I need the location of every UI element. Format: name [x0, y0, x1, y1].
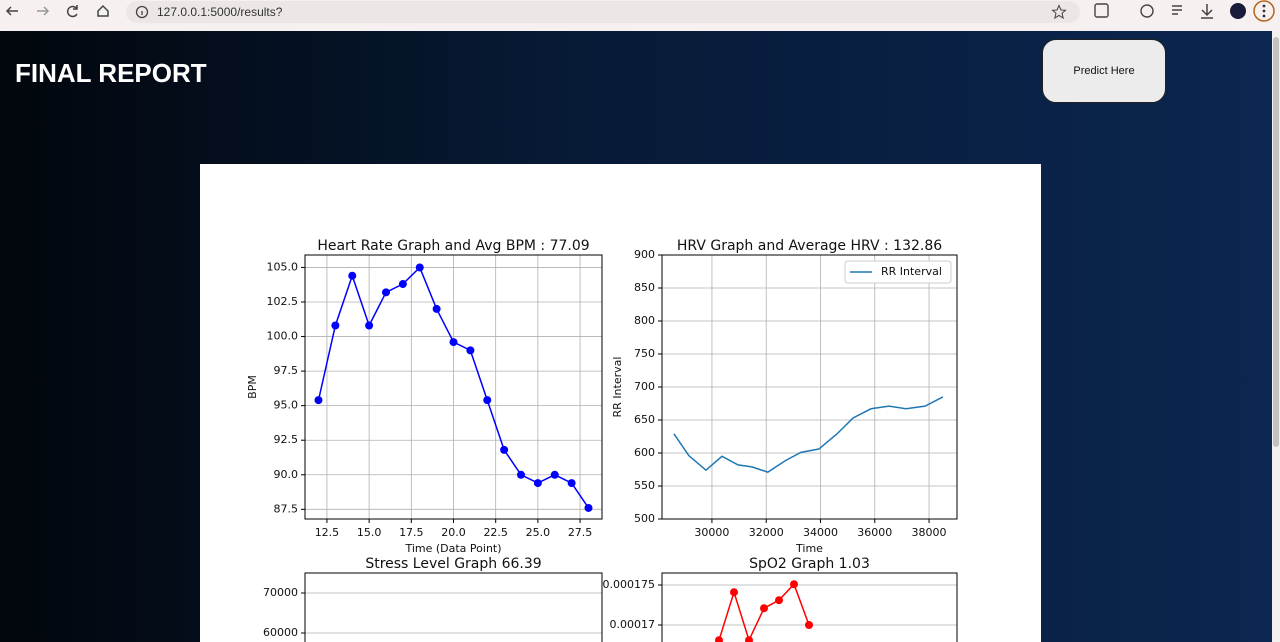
legend-box: [844, 260, 952, 284]
predict-button[interactable]: Predict Here: [1042, 39, 1166, 103]
data-point: [382, 288, 390, 297]
image-background: [200, 164, 1041, 642]
x-tick-label: 27.5: [568, 526, 593, 539]
chart-title: HRV Graph and Average HRV : 132.86: [677, 238, 942, 254]
chart-title: SpO2 Graph 1.03: [749, 556, 870, 572]
data-point: [550, 470, 559, 479]
extensions-button[interactable]: [1094, 3, 1109, 18]
plot-frame: [661, 572, 958, 642]
scrollbar[interactable]: [1272, 31, 1280, 642]
x-tick-label: 17.5: [399, 526, 424, 539]
legend-label: RR Interval: [881, 265, 942, 278]
profile-avatar[interactable]: [1230, 3, 1246, 19]
data-point: [715, 636, 723, 642]
x-tick-label: 34000: [803, 526, 838, 539]
x-axis-label: Time: [795, 542, 823, 555]
data-point: [745, 636, 753, 642]
menu-button[interactable]: [1253, 0, 1275, 22]
x-tick-label: 22.5: [483, 526, 508, 539]
address-bar[interactable]: 127.0.0.1:5000/results?: [126, 1, 1080, 23]
forward-button[interactable]: [37, 6, 50, 16]
data-point: [415, 263, 424, 272]
toolbar-icons: [1094, 0, 1275, 22]
y-tick-label: 600: [634, 446, 655, 459]
data-point: [584, 503, 593, 512]
chart-title: Stress Level Graph 66.39: [365, 556, 541, 572]
y-tick-label: 87.5: [274, 502, 299, 515]
y-tick-label: 650: [634, 413, 655, 426]
series-line: [673, 396, 944, 473]
x-tick-label: 32000: [749, 526, 784, 539]
y-tick-label: 0.000175: [603, 578, 656, 591]
x-tick-label: 15.0: [357, 526, 382, 539]
y-tick-label: 750: [634, 347, 655, 360]
data-point: [483, 396, 492, 405]
y-tick-label: 60000: [263, 626, 298, 639]
data-point: [348, 271, 357, 280]
data-point: [432, 304, 441, 313]
data-point: [775, 596, 783, 605]
back-button[interactable]: [5, 6, 18, 16]
home-button[interactable]: [97, 4, 109, 17]
data-point: [449, 338, 458, 347]
plot-frame: [304, 254, 603, 520]
browser-toolbar: 127.0.0.1:5000/results?: [0, 0, 1280, 31]
y-tick-label: 900: [634, 248, 655, 261]
y-tick-label: 70000: [263, 586, 298, 599]
y-tick-label: 97.5: [274, 364, 299, 377]
y-tick-label: 102.5: [267, 295, 299, 308]
y-tick-label: 92.5: [274, 433, 299, 446]
chart-title: Heart Rate Graph and Avg BPM : 77.09: [317, 238, 589, 254]
data-point: [365, 321, 374, 330]
site-info-icon[interactable]: [135, 5, 149, 19]
data-point: [500, 445, 509, 454]
plot-frame: [661, 254, 958, 520]
y-tick-label: 850: [634, 281, 655, 294]
data-point: [567, 479, 576, 488]
downloads-button[interactable]: [1201, 4, 1213, 19]
url[interactable]: 127.0.0.1:5000/results?: [157, 5, 283, 19]
scrollbar-thumb[interactable]: [1273, 37, 1279, 447]
data-point: [790, 580, 798, 589]
data-point: [730, 588, 738, 597]
data-point: [466, 346, 475, 355]
page-title: FINAL REPORT: [15, 58, 207, 88]
data-point: [314, 396, 323, 405]
y-tick-label: 700: [634, 380, 655, 393]
data-point: [517, 470, 525, 479]
y-tick-label: 550: [634, 479, 655, 492]
x-tick-label: 30000: [694, 526, 729, 539]
y-tick-label: 95.0: [274, 399, 299, 412]
reading-list-button[interactable]: [1172, 5, 1182, 15]
x-tick-label: 20.0: [441, 526, 466, 539]
data-point: [805, 621, 813, 629]
y-tick-label: 105.0: [267, 260, 299, 273]
x-tick-label: 25.0: [526, 526, 551, 539]
x-tick-label: 12.5: [315, 526, 340, 539]
data-point: [533, 479, 542, 488]
data-point: [398, 280, 407, 289]
data-point: [331, 321, 340, 330]
y-axis-label: BPM: [246, 375, 259, 399]
y-tick-label: 100.0: [267, 330, 299, 343]
nav-icons: [5, 4, 109, 18]
y-tick-label: 0.00017: [610, 618, 656, 631]
performance-button[interactable]: [1140, 4, 1154, 18]
reload-button[interactable]: [66, 5, 78, 18]
bookmark-star[interactable]: [1051, 4, 1067, 20]
x-axis-label: Time (Data Point): [404, 542, 501, 555]
y-tick-label: 90.0: [274, 468, 299, 481]
y-tick-label: 500: [634, 512, 655, 525]
y-tick-label: 800: [634, 314, 655, 327]
plot-frame: [304, 572, 603, 642]
data-point: [760, 604, 768, 613]
x-tick-label: 36000: [857, 526, 892, 539]
y-axis-label: RR Interval: [611, 357, 624, 418]
x-tick-label: 38000: [912, 526, 947, 539]
